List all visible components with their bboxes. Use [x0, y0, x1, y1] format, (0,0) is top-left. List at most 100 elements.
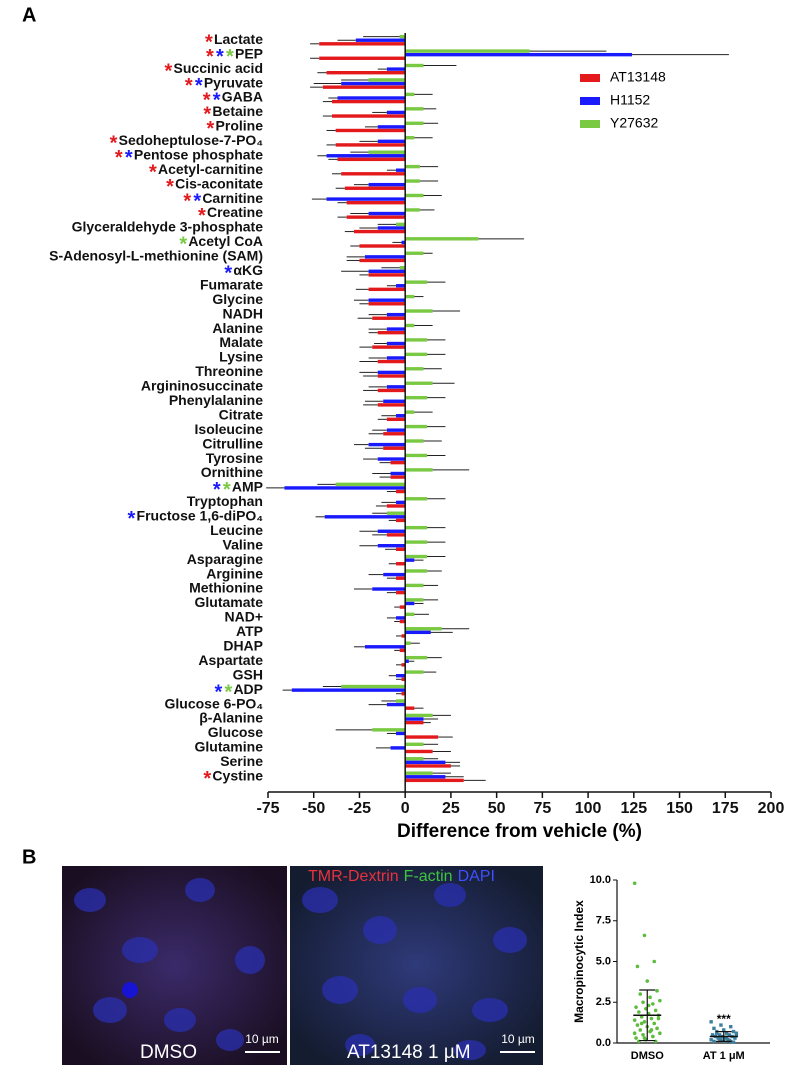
bar	[405, 706, 415, 710]
bar	[377, 226, 406, 230]
bar	[405, 742, 424, 746]
category-label: Phenylalanine	[169, 392, 263, 408]
bar	[399, 34, 406, 39]
bar	[386, 504, 406, 508]
scale-bar-label: 10 µm	[501, 1032, 535, 1046]
bar	[405, 309, 433, 313]
bar	[291, 688, 406, 692]
bar	[405, 193, 424, 198]
significance-star: *	[185, 75, 193, 97]
bar	[390, 475, 406, 479]
bar	[383, 432, 406, 436]
bar	[386, 385, 406, 389]
bar	[372, 316, 406, 320]
significance-star: *	[193, 190, 201, 212]
category-label: NADH	[223, 305, 263, 321]
category-label: GSH	[233, 666, 263, 682]
point	[717, 1037, 722, 1041]
significance-star: *	[115, 147, 123, 169]
y-tick-label: 0.0	[596, 1037, 611, 1049]
bar	[405, 410, 415, 414]
bar	[383, 446, 406, 450]
bar	[377, 403, 406, 407]
bar	[386, 511, 406, 515]
bar	[368, 182, 406, 187]
bar	[386, 356, 406, 360]
category-label: Arginine	[206, 565, 263, 581]
bar	[405, 569, 428, 573]
point	[727, 1033, 732, 1037]
bar	[405, 453, 428, 458]
point	[642, 1036, 647, 1040]
category-label: Betaine	[212, 103, 263, 119]
bar	[377, 330, 406, 335]
bar	[377, 374, 406, 378]
significance-star: *	[183, 190, 191, 212]
category-label: S-Adenosyl-L-methionine (SAM)	[49, 248, 263, 264]
bar	[405, 208, 420, 212]
bar	[396, 518, 406, 523]
bar	[386, 341, 406, 346]
bar	[341, 684, 406, 689]
bar	[405, 554, 428, 559]
bar	[405, 323, 415, 328]
significance-star: *	[224, 263, 232, 285]
bar	[368, 78, 406, 82]
category-label: Pyruvate	[204, 74, 263, 90]
bar	[399, 605, 406, 609]
x-tick-label: -50	[302, 800, 325, 817]
point	[652, 1021, 657, 1026]
point	[641, 1033, 645, 1037]
microscopy-images: DMSO 10 µm AT13148 1 µM 10 µm	[62, 866, 543, 1065]
y-tick-label: 5.0	[596, 955, 611, 967]
bar	[405, 52, 632, 57]
bar	[364, 645, 406, 649]
category-label: AMP	[232, 479, 263, 495]
point	[639, 1021, 644, 1026]
category-label: Succinic acid	[174, 60, 263, 76]
category-label: DHAP	[223, 638, 263, 654]
point	[632, 881, 637, 886]
point	[632, 1018, 637, 1022]
bar	[337, 157, 406, 162]
bar	[368, 273, 406, 277]
bar	[344, 186, 406, 190]
x-tick-label: 100	[575, 800, 602, 817]
bar	[368, 302, 406, 306]
point	[717, 1033, 722, 1037]
bar	[405, 775, 446, 779]
bar	[368, 287, 406, 292]
bar	[372, 728, 406, 732]
point	[634, 1005, 638, 1009]
significance-star: *	[216, 46, 224, 68]
bar	[399, 619, 406, 624]
bar	[368, 150, 406, 154]
point	[722, 1028, 726, 1032]
bar	[405, 164, 420, 169]
bar	[396, 673, 406, 678]
x-tick-label: 25	[442, 800, 460, 817]
x-tick-label: 175	[712, 800, 739, 817]
bar	[332, 114, 406, 118]
category-label: Fumarate	[200, 276, 263, 292]
bar	[284, 486, 406, 490]
bar	[386, 702, 406, 707]
bar	[405, 601, 415, 606]
point	[719, 1023, 723, 1027]
bar	[359, 244, 406, 248]
bar	[401, 240, 406, 245]
significance-star: *	[213, 479, 221, 501]
bar	[386, 67, 406, 71]
bar	[346, 215, 406, 219]
bar	[319, 56, 406, 60]
category-label: PEP	[235, 45, 263, 61]
significance-star: *	[203, 768, 211, 790]
legend-swatch	[580, 120, 600, 128]
bar	[405, 367, 424, 371]
bar	[396, 731, 406, 736]
y-tick-label: 2.5	[596, 996, 611, 1008]
significance-star: *	[179, 234, 187, 256]
y-axis-label: Macropinocytic Index	[572, 900, 586, 1023]
bar	[386, 417, 406, 422]
bar	[355, 38, 406, 42]
